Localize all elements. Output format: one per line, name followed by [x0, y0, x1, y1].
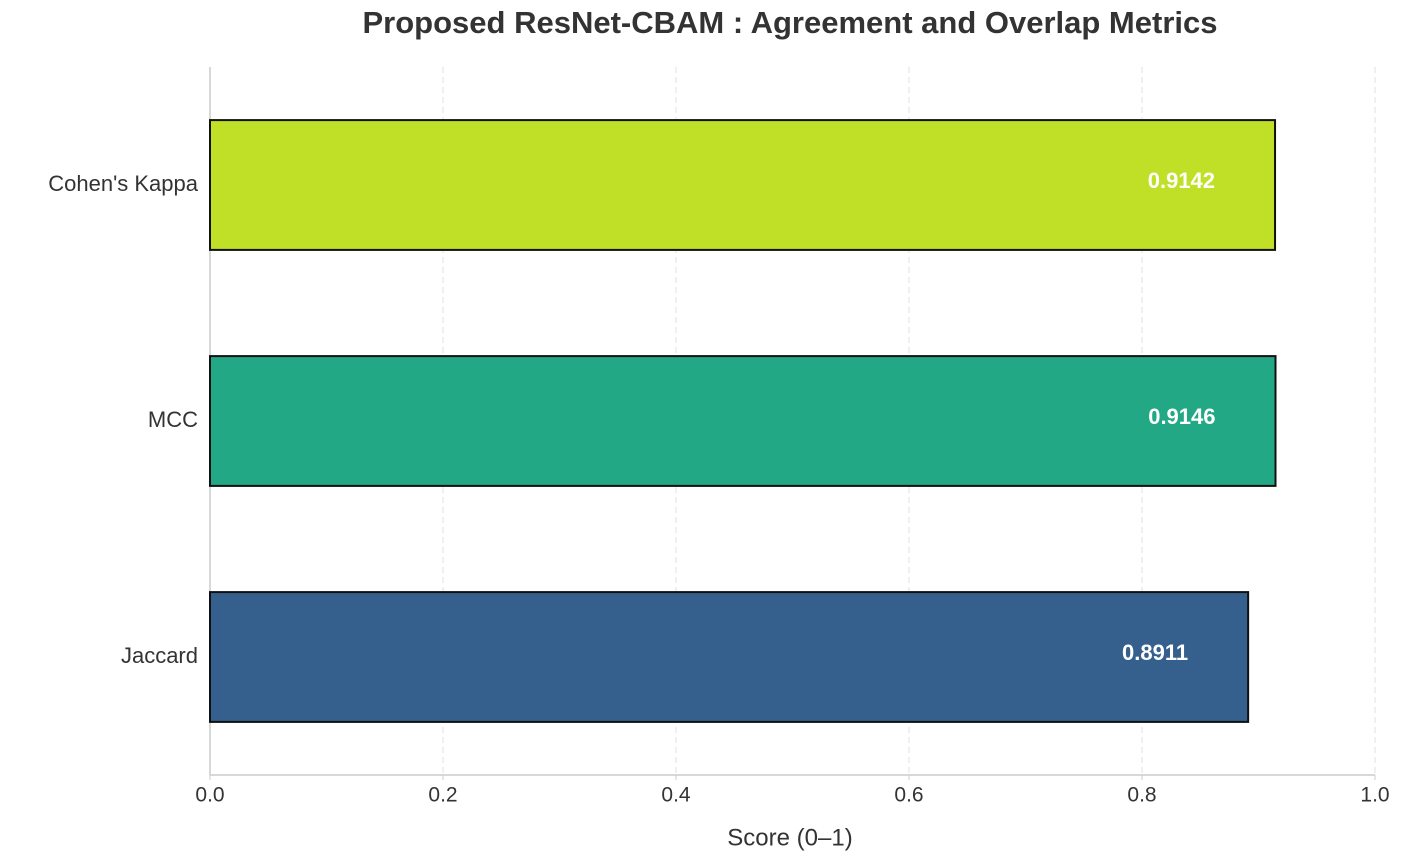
bar [209, 119, 1277, 251]
x-tick-label: 0.0 [195, 784, 224, 807]
chart-title: Proposed ResNet-CBAM : Agreement and Ove… [363, 5, 1218, 40]
y-tick-label: Cohen's Kappa [48, 171, 199, 196]
bar [209, 355, 1277, 487]
x-tick-label: 0.8 [1127, 784, 1156, 807]
x-tick-label: 0.4 [661, 784, 691, 807]
x-axis-label: Score (0–1) [727, 824, 852, 851]
value-label: 0.9146 [1148, 404, 1215, 429]
value-label: 0.8911 [1122, 640, 1188, 665]
y-tick-label: Jaccard [121, 643, 198, 668]
x-tick-label: 0.2 [428, 784, 457, 807]
x-tick-label: 1.0 [1360, 784, 1389, 807]
y-tick-label: MCC [148, 407, 198, 432]
value-label: 0.9142 [1148, 168, 1215, 193]
x-tick-label: 0.6 [894, 784, 923, 807]
bar [209, 591, 1250, 723]
